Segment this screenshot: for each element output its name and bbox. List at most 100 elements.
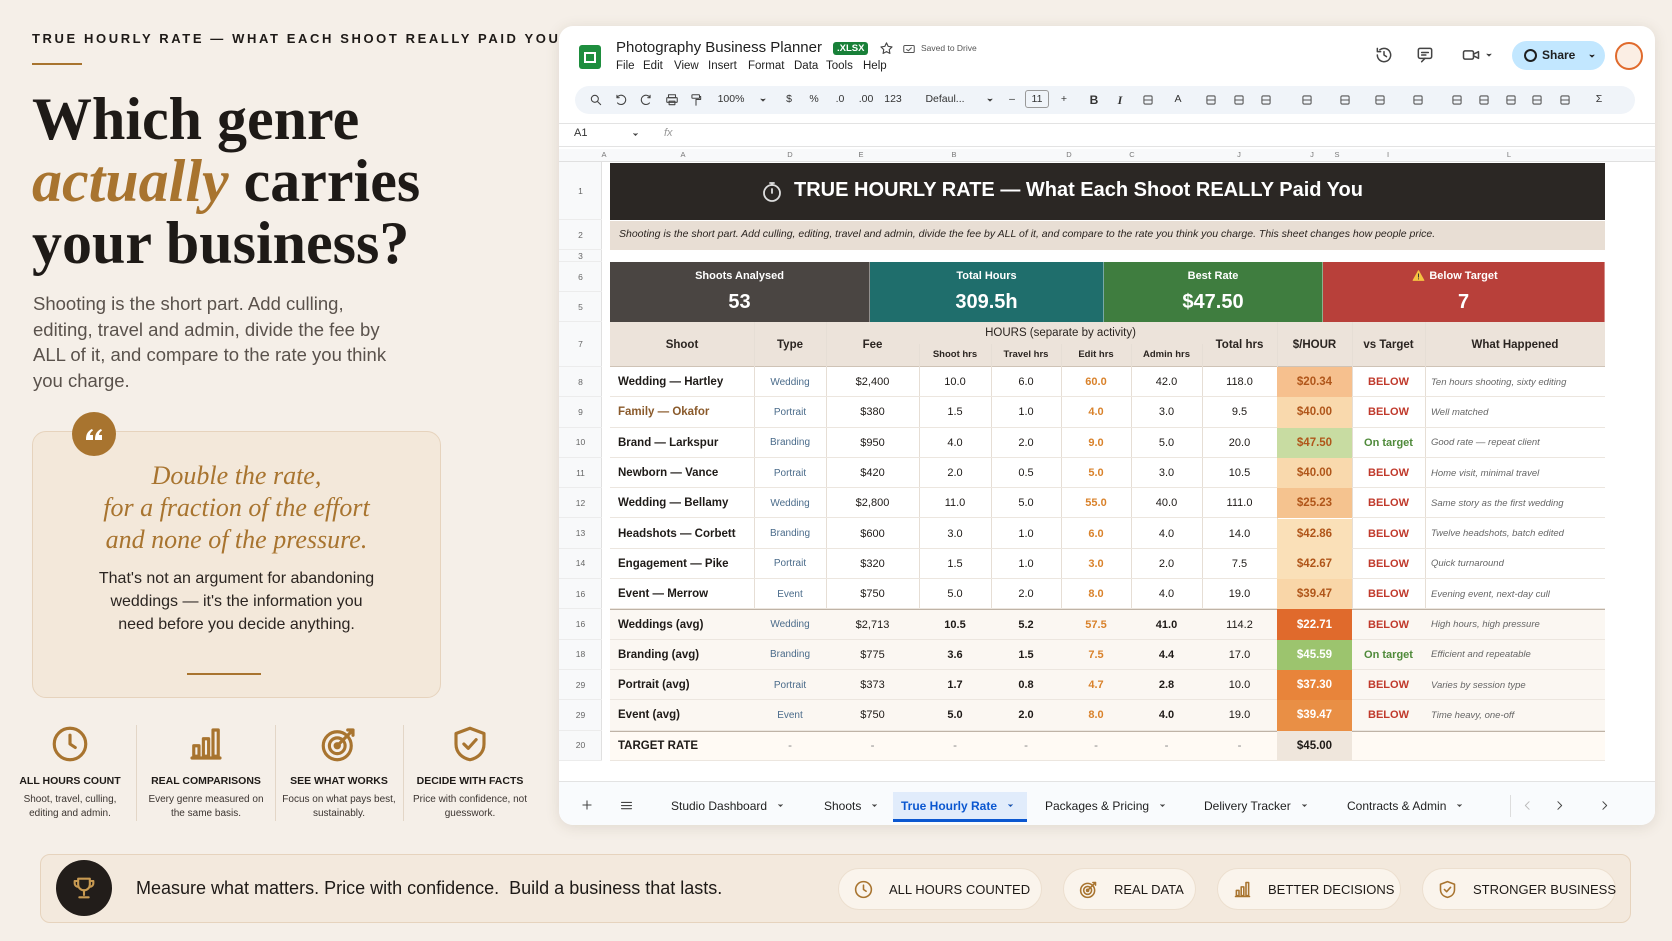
column-letter[interactable]: L bbox=[1506, 150, 1512, 159]
toolbar-item[interactable]: 123 bbox=[884, 93, 902, 105]
sheet-tab[interactable]: Delivery Tracker bbox=[1204, 799, 1291, 813]
toolbar-item[interactable]: + bbox=[1060, 93, 1068, 105]
menu-item[interactable]: View bbox=[674, 60, 699, 72]
column-letter[interactable]: S bbox=[1334, 150, 1340, 159]
row-number[interactable]: 2 bbox=[559, 220, 602, 250]
all-sheets-button[interactable] bbox=[619, 798, 634, 813]
cell-ref[interactable]: A1 bbox=[574, 127, 588, 139]
column-letter[interactable]: J bbox=[1310, 150, 1314, 159]
hours: 3.0 bbox=[1088, 557, 1104, 570]
menu-item[interactable]: Tools bbox=[826, 60, 853, 72]
toolbar-button[interactable] bbox=[1204, 93, 1218, 107]
toolbar-button[interactable] bbox=[1338, 93, 1352, 107]
column-letter[interactable]: I bbox=[1386, 150, 1390, 159]
toolbar-item[interactable]: 100% bbox=[717, 93, 745, 105]
column-letter[interactable]: C bbox=[1129, 150, 1135, 159]
menu-item[interactable]: Data bbox=[794, 60, 819, 72]
row-number[interactable]: 16 bbox=[559, 579, 602, 610]
row-number[interactable]: 29 bbox=[559, 670, 602, 701]
row-number[interactable]: 7 bbox=[559, 322, 602, 367]
toolbar-item[interactable]: I bbox=[1117, 93, 1123, 107]
toolbar-item[interactable]: 11 bbox=[1025, 90, 1049, 108]
row-number[interactable]: 12 bbox=[559, 488, 602, 519]
sheet-note-bar bbox=[610, 221, 1605, 250]
table-row bbox=[610, 458, 1605, 489]
column-letter[interactable]: E bbox=[858, 150, 864, 159]
toolbar-item[interactable]: B bbox=[1089, 93, 1099, 107]
toolbar-item[interactable]: .00 bbox=[858, 93, 874, 105]
row-number[interactable]: 3 bbox=[559, 250, 602, 262]
row-number[interactable]: 11 bbox=[559, 458, 602, 489]
row-number[interactable]: 18 bbox=[559, 640, 602, 670]
row-number[interactable]: 13 bbox=[559, 519, 602, 549]
shoot-type: Wedding bbox=[770, 619, 810, 631]
row-number[interactable]: 16 bbox=[559, 609, 602, 640]
toolbar-paint[interactable] bbox=[689, 93, 703, 107]
row-number[interactable]: 14 bbox=[559, 549, 602, 580]
column-letter[interactable]: A bbox=[601, 150, 607, 159]
toolbar-item[interactable]: $ bbox=[786, 93, 792, 105]
column-letter[interactable]: D bbox=[1066, 150, 1072, 159]
toolbar-item[interactable]: .0 bbox=[835, 93, 845, 105]
toolbar-button[interactable] bbox=[1259, 93, 1273, 107]
toolbar-undo[interactable] bbox=[614, 93, 628, 107]
column-letter[interactable]: D bbox=[787, 150, 793, 159]
row-number[interactable]: 9 bbox=[559, 397, 602, 428]
sheet-tab[interactable]: Studio Dashboard bbox=[671, 799, 768, 813]
row-number[interactable]: 29 bbox=[559, 700, 602, 731]
toolbar-button[interactable] bbox=[1141, 93, 1155, 107]
sheet-tab[interactable]: True Hourly Rate bbox=[893, 792, 1028, 822]
headline-line: your business? bbox=[32, 210, 410, 276]
row-number[interactable]: 1 bbox=[559, 163, 602, 220]
scroll-tabs-left[interactable] bbox=[1521, 799, 1534, 812]
toolbar-item[interactable]: – bbox=[1009, 93, 1015, 105]
sheet-tab[interactable]: Contracts & Admin bbox=[1347, 799, 1447, 813]
column-letter[interactable]: J bbox=[1237, 150, 1241, 159]
hours: 4.7 bbox=[1088, 679, 1104, 692]
menu-item[interactable]: Format bbox=[748, 60, 785, 72]
meet-button[interactable] bbox=[1461, 45, 1481, 65]
row-number[interactable]: 6 bbox=[559, 262, 602, 292]
add-sheet-button[interactable] bbox=[580, 798, 594, 812]
hours: 0.8 bbox=[1018, 679, 1034, 692]
feature-divider bbox=[275, 725, 276, 821]
row-number[interactable]: 10 bbox=[559, 428, 602, 458]
kpi-card: Below Target 7 bbox=[1323, 262, 1605, 322]
toolbar-button[interactable] bbox=[1530, 93, 1544, 107]
menu-item[interactable]: File bbox=[616, 60, 635, 72]
toolbar-button[interactable] bbox=[1450, 93, 1464, 107]
fx-label: fx bbox=[664, 127, 673, 139]
toolbar-item[interactable]: % bbox=[809, 93, 819, 105]
menu-item[interactable]: Edit bbox=[643, 60, 663, 72]
row-number[interactable]: 5 bbox=[559, 292, 602, 322]
toolbar-item[interactable]: Defaul... bbox=[925, 93, 965, 105]
toolbar-print[interactable] bbox=[665, 93, 679, 107]
row-number[interactable]: 8 bbox=[559, 367, 602, 398]
toolbar-button[interactable] bbox=[1373, 93, 1387, 107]
comments-button[interactable] bbox=[1415, 45, 1435, 65]
table-row bbox=[610, 488, 1605, 519]
star-button[interactable] bbox=[879, 41, 894, 56]
toolbar-button[interactable] bbox=[1504, 93, 1518, 107]
toolbar-button[interactable] bbox=[1411, 93, 1425, 107]
toolbar-item[interactable]: Σ bbox=[1595, 93, 1603, 105]
toolbar-button[interactable] bbox=[1477, 93, 1491, 107]
toolbar-item[interactable]: A bbox=[1174, 93, 1182, 105]
column-letter[interactable]: B bbox=[951, 150, 957, 159]
version-history-button[interactable] bbox=[1374, 45, 1394, 65]
toolbar-button[interactable] bbox=[1558, 93, 1572, 107]
sheet-tab[interactable]: Shoots bbox=[824, 799, 862, 813]
toolbar-button[interactable] bbox=[1232, 93, 1246, 107]
avatar[interactable] bbox=[1615, 42, 1643, 70]
column-letter[interactable]: A bbox=[680, 150, 686, 159]
share-button[interactable]: Share bbox=[1512, 41, 1605, 70]
toolbar-redo[interactable] bbox=[639, 93, 653, 107]
row-number[interactable]: 20 bbox=[559, 731, 602, 761]
toolbar-search[interactable] bbox=[589, 93, 603, 107]
sheet-tab[interactable]: Packages & Pricing bbox=[1045, 799, 1150, 813]
menu-item[interactable]: Insert bbox=[708, 60, 737, 72]
scroll-tabs-right[interactable] bbox=[1553, 799, 1566, 812]
menu-item[interactable]: Help bbox=[863, 60, 887, 72]
explore-button[interactable] bbox=[1598, 799, 1611, 812]
toolbar-button[interactable] bbox=[1300, 93, 1314, 107]
